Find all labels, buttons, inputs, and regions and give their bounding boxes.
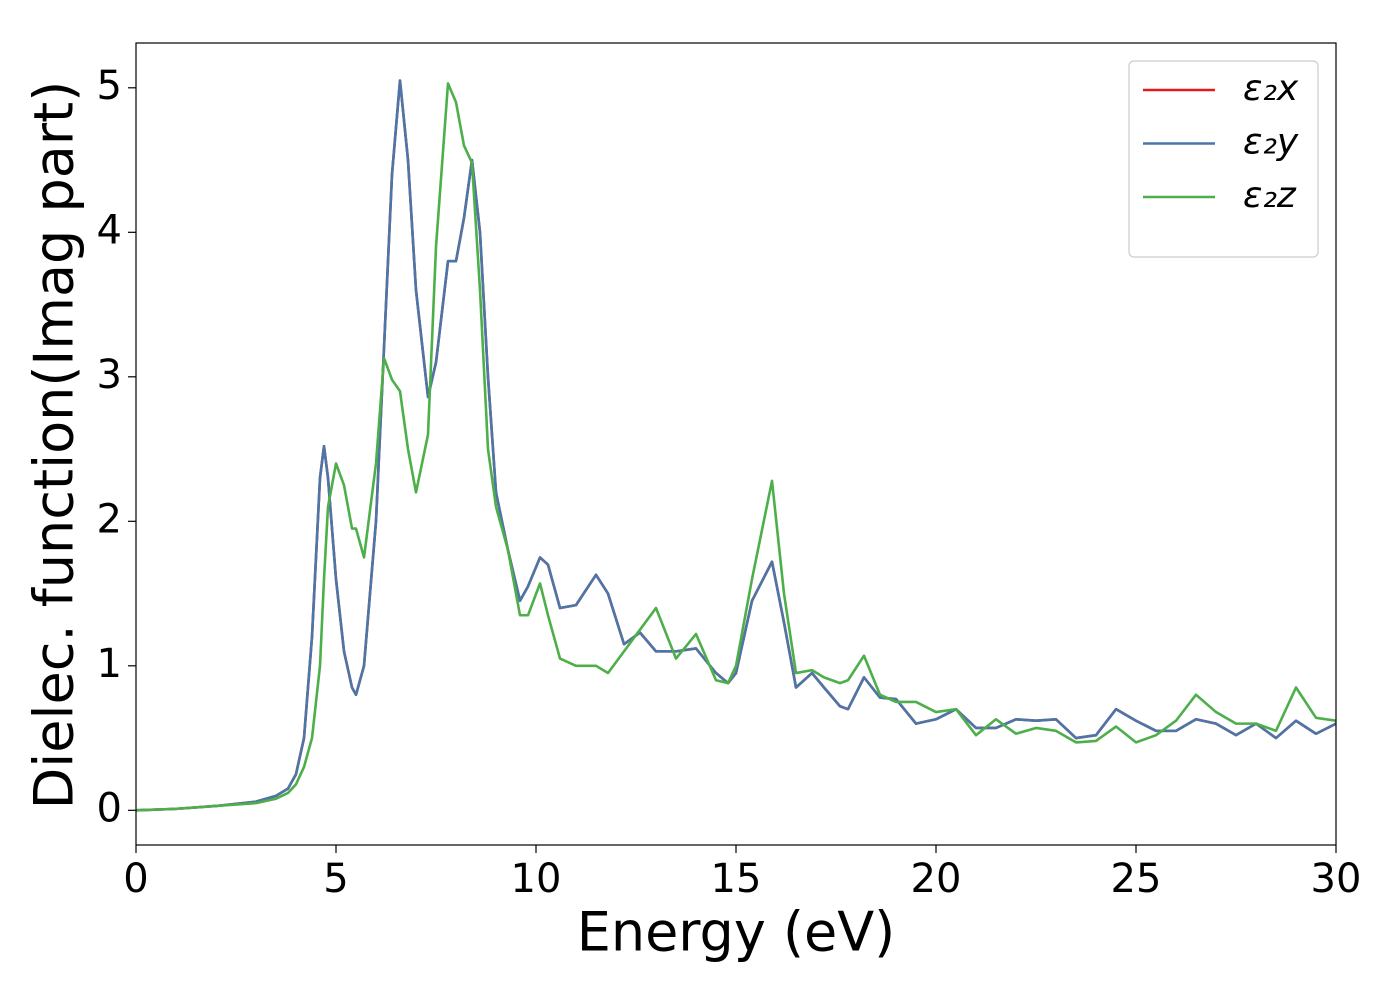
y-tick-label: 2: [97, 496, 122, 542]
x-tick-label: 25: [1111, 856, 1162, 902]
y-tick-label: 5: [97, 63, 122, 109]
y-tick-label: 3: [97, 352, 122, 398]
x-axis-label: Energy (eV): [577, 901, 896, 964]
plot-frame: [135, 42, 1337, 846]
x-tick-label: 15: [711, 856, 762, 902]
y-axis-label: Dielec. function(Imag part): [23, 81, 86, 810]
legend-label: ε₂x: [1243, 68, 1299, 109]
x-tick-label: 10: [511, 856, 562, 902]
y-tick-label: 1: [97, 641, 122, 687]
series-line: [136, 79, 1336, 812]
y-tick-label: 4: [97, 207, 122, 253]
plot-lines: [136, 79, 1336, 812]
y-tick-label: 0: [97, 785, 122, 831]
legend-label: ε₂z: [1243, 175, 1297, 216]
series-line: [136, 82, 1336, 812]
x-tick-label: 20: [911, 856, 962, 902]
x-tick-label: 30: [1311, 856, 1362, 902]
x-tick-label: 5: [323, 856, 348, 902]
x-tick-label: 0: [123, 856, 148, 902]
legend-box: [1128, 60, 1319, 258]
legend-label: ε₂y: [1243, 122, 1299, 163]
